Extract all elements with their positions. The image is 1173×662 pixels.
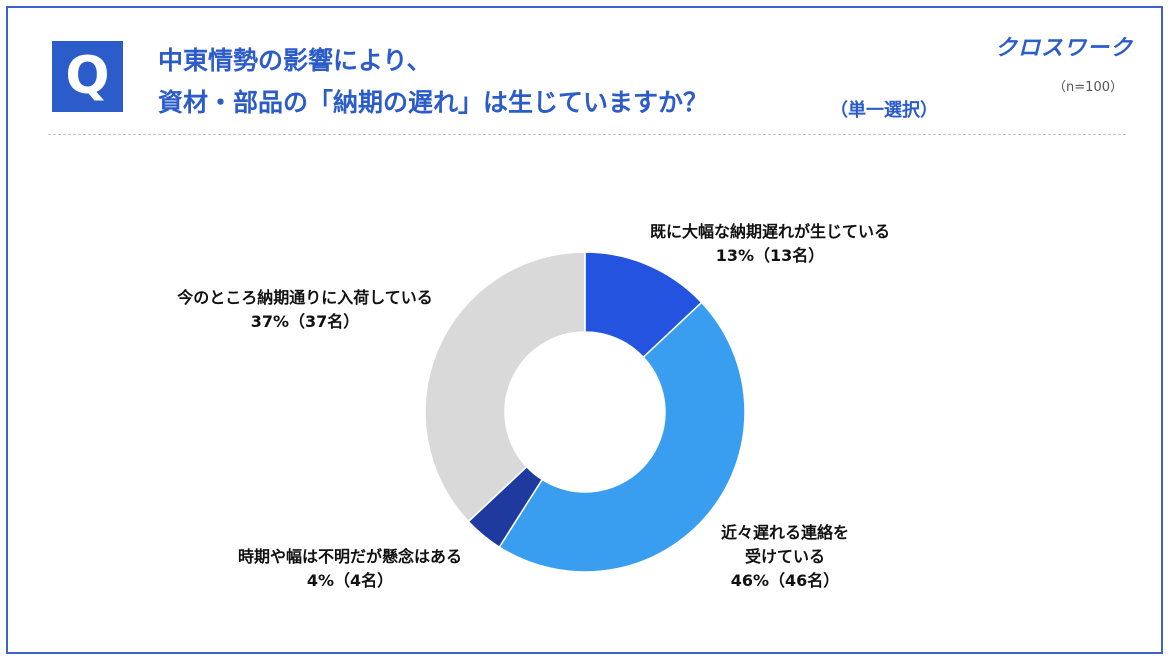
label-severe-delay-name: 既に大幅な納期遅れが生じている xyxy=(649,222,890,241)
label-on-schedule-name: 今のところ納期通りに入荷している xyxy=(177,288,433,307)
question-title-line1: 中東情勢の影響により、 xyxy=(158,46,432,75)
question-badge: Q xyxy=(52,41,123,112)
label-on-schedule: 今のところ納期通りに入荷している 37%（37名） xyxy=(145,286,465,334)
question-type-note: （単一選択） xyxy=(830,100,938,121)
label-severe-delay: 既に大幅な納期遅れが生じている 13%（13名） xyxy=(610,220,930,268)
label-concerned: 時期や幅は不明だが懸念はある 4%（4名） xyxy=(205,545,495,593)
label-concerned-name: 時期や幅は不明だが懸念はある xyxy=(237,547,462,566)
label-severe-delay-value: 13%（13名） xyxy=(715,246,825,265)
question-title: 中東情勢の影響により、 資材・部品の「納期の遅れ」は生じていますか？ xyxy=(158,40,708,124)
donut-slices xyxy=(424,251,746,573)
slice-upcoming-delay xyxy=(498,301,746,573)
label-concerned-value: 4%（4名） xyxy=(306,571,394,590)
brand-logo: クロスワーク xyxy=(994,36,1133,61)
sample-size: （n=100） xyxy=(1053,80,1123,95)
label-upcoming-delay-name: 近々遅れる連絡を xyxy=(720,523,849,542)
question-title-line2: 資材・部品の「納期の遅れ」は生じていますか？ xyxy=(158,88,709,117)
label-upcoming-delay-value: 46%（46名） xyxy=(730,571,840,590)
label-upcoming-delay-name-2: 受けている xyxy=(744,547,825,566)
label-on-schedule-value: 37%（37名） xyxy=(250,312,360,331)
slice-on-schedule xyxy=(424,251,586,523)
label-upcoming-delay: 近々遅れる連絡を 受けている 46%（46名） xyxy=(700,521,870,593)
header-divider xyxy=(48,134,1126,135)
